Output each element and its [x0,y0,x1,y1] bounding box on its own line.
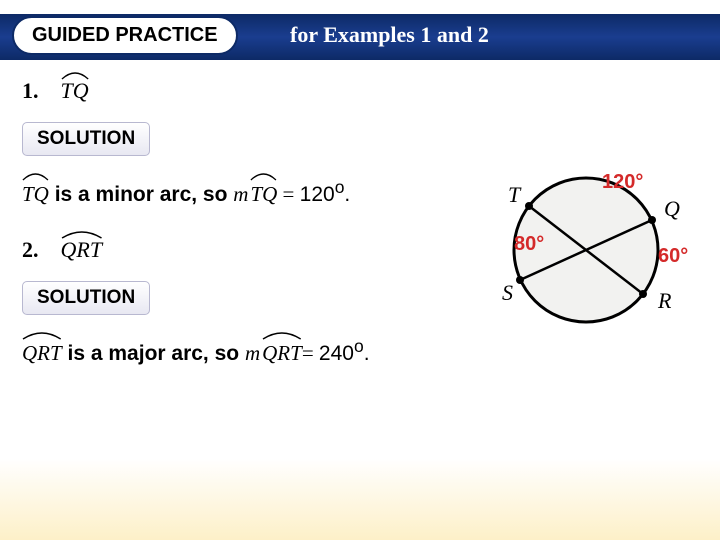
q1-arc-text: TQ [61,78,89,103]
q2-stmt-m: m [245,341,260,365]
q1-number: 1. [22,78,39,104]
q2-end: . [364,342,370,365]
q2-stmt-arc1: QRT [22,338,62,370]
q1-eq: = [277,182,299,206]
q1-stmt-m: m [233,182,248,206]
svg-text:120°: 120° [602,171,643,193]
q2-statement: QRT is a major arc, so m QRT = 240o. [22,333,462,370]
q2-number: 2. [22,237,39,263]
q2-eq: = [302,341,319,365]
q1-val: 120 [300,183,335,206]
q2-stmt-mid: is a major arc, so [62,342,245,365]
q2-arc: QRT [61,237,103,263]
arc-symbol-icon [22,171,49,181]
question-1: 1. TQ [22,78,462,104]
question-2: 2. QRT [22,237,462,263]
arc-symbol-icon [262,330,302,340]
guided-practice-pill: GUIDED PRACTICE [12,16,238,55]
svg-text:60°: 60° [658,245,688,267]
q2-stmt-arc1-text: QRT [22,341,62,365]
q1-arc: TQ [61,78,89,104]
q1-stmt-arc1-text: TQ [22,182,49,206]
q2-arc-text: QRT [61,237,103,262]
q1-stmt-arc2-text: TQ [250,182,277,206]
q2-stmt-arc2: QRT [262,338,302,370]
q1-stmt-mid: is a minor arc, so [49,183,233,206]
svg-text:S: S [502,280,513,305]
circle-diagram: T Q R S 120° 60° 80° [468,150,704,350]
arc-symbol-icon [22,330,62,340]
svg-text:T: T [508,182,522,207]
svg-text:Q: Q [664,196,680,221]
q1-stmt-arc2: TQ [250,179,277,211]
solution-label-1: SOLUTION [22,122,150,156]
svg-text:80°: 80° [514,233,544,255]
header-title: for Examples 1 and 2 [290,22,489,48]
q1-stmt-arc1: TQ [22,179,49,211]
q2-deg: o [354,336,364,356]
arc-symbol-icon [250,171,277,181]
svg-text:R: R [657,288,672,313]
q2-stmt-arc2-text: QRT [262,341,302,365]
q1-deg: o [335,177,345,197]
content-region: 1. TQ SOLUTION TQ is a minor arc, so m T… [22,78,462,395]
q1-statement: TQ is a minor arc, so m TQ = 120o. [22,174,462,211]
q1-end: . [344,183,350,206]
q2-val: 240 [319,342,354,365]
solution-label-2: SOLUTION [22,281,150,315]
